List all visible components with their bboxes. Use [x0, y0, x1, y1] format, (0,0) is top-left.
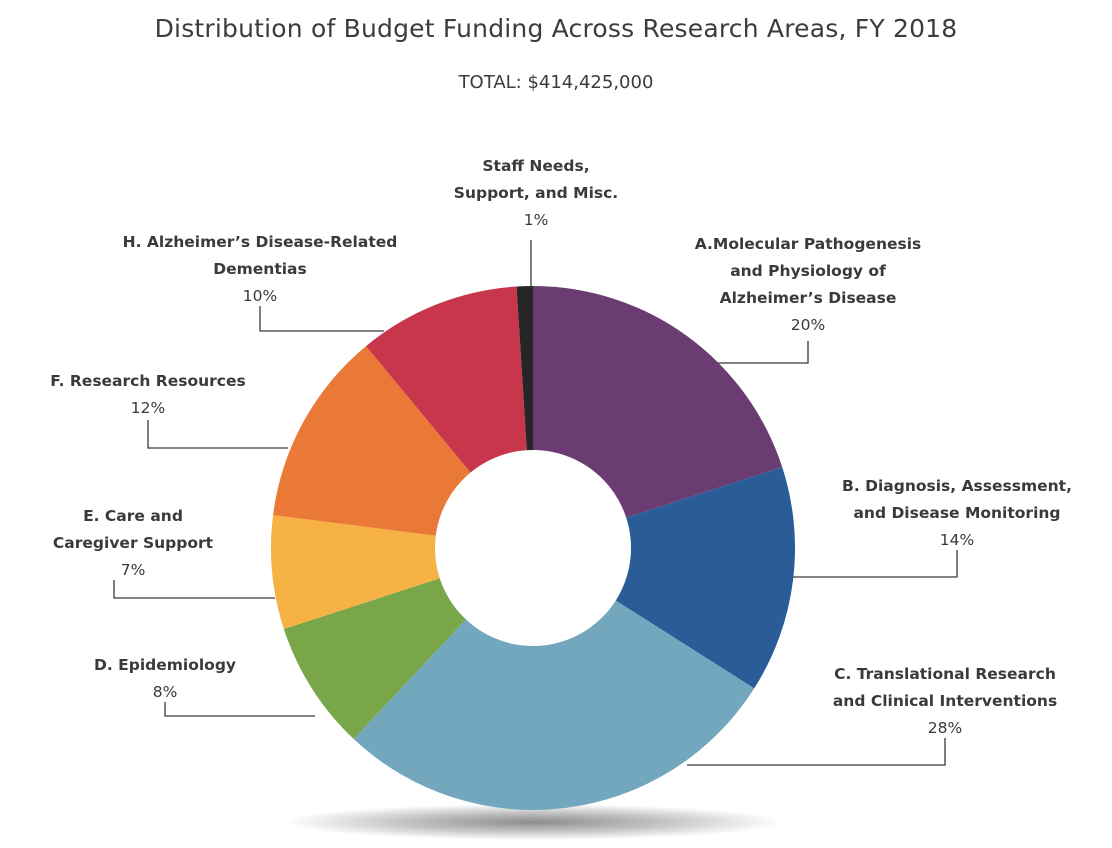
donut-hole [435, 450, 631, 646]
slice-percent-label: 14% [940, 531, 974, 549]
leader-line-a [718, 341, 809, 364]
chart-title: Distribution of Budget Funding Across Re… [154, 14, 958, 43]
chart-subtitle: TOTAL: $414,425,000 [458, 72, 654, 93]
slice-label-line: A.Molecular Pathogenesis [695, 235, 922, 253]
slice-label-line: E. Care and [83, 507, 183, 525]
slice-b [533, 467, 795, 689]
leader-line-h [259, 306, 384, 332]
slice-label-d: D. Epidemiology 8% [94, 656, 236, 701]
slice-label-line: Support, and Misc. [454, 184, 618, 202]
slice-label-line: D. Epidemiology [94, 656, 236, 674]
slice-label-line: F. Research Resources [50, 372, 245, 390]
slice-label-line: Caregiver Support [53, 534, 214, 552]
chart-shadow [283, 804, 783, 840]
slice-label-a: A.Molecular Pathogenesis and Physiology o… [695, 235, 922, 334]
slice-percent-label: 10% [243, 287, 277, 305]
slice-percent-label: 7% [121, 561, 146, 579]
labels-layer: A.Molecular Pathogenesis and Physiology o… [50, 157, 1072, 737]
slice-percent-label: 12% [131, 399, 165, 417]
slice-label-line: H. Alzheimer’s Disease-Related [123, 233, 398, 251]
slice-label-h: H. Alzheimer’s Disease-Related Dementias 1… [123, 233, 398, 305]
leader-line-d [164, 702, 315, 717]
slice-label-f: F. Research Resources 12% [50, 372, 245, 417]
leader-line-b [793, 550, 958, 578]
slice-percent-label: 8% [153, 683, 178, 701]
slice-label-line: and Clinical Interventions [833, 692, 1057, 710]
slice-percent-label: 28% [928, 719, 962, 737]
slice-label-c: C. Translational Research and Clinical In… [833, 665, 1057, 737]
slice-label-line: Dementias [213, 260, 306, 278]
slice-label-line: C. Translational Research [834, 665, 1056, 683]
leader-line-c [687, 738, 946, 766]
slice-percent-label: 1% [524, 211, 549, 229]
slice-label-e: E. Care and Caregiver Support 7% [53, 507, 214, 579]
slice-percent-label: 20% [791, 316, 825, 334]
leader-line-e [113, 580, 275, 599]
leader-line-f [147, 420, 288, 449]
slice-label-line: and Physiology of [730, 262, 886, 280]
leader-lines-layer [113, 240, 958, 766]
slice-label-line: Alzheimer’s Disease [720, 289, 897, 307]
slice-label-line: B. Diagnosis, Assessment, [842, 477, 1072, 495]
slice-label-b: B. Diagnosis, Assessment, and Disease Mon… [842, 477, 1072, 549]
slice-c [353, 548, 755, 811]
slice-label-s: Staff Needs, Support, and Misc. 1% [454, 157, 618, 229]
slice-label-line: and Disease Monitoring [853, 504, 1060, 522]
slice-label-line: Staff Needs, [482, 157, 589, 175]
